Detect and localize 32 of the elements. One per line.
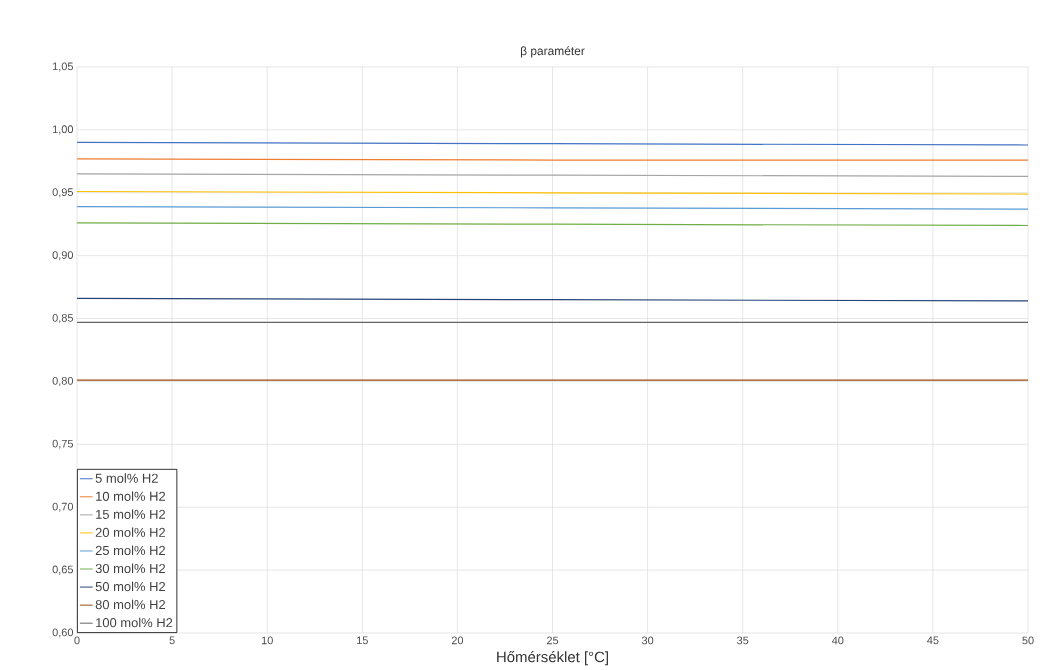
y-tick-label: 0,90 <box>52 251 74 261</box>
y-tick-label: 0,80 <box>52 376 74 386</box>
chart-title: β paraméter <box>520 46 585 58</box>
legend-label: 10 mol% H2 <box>96 491 165 501</box>
x-tick-label: 0 <box>74 636 80 645</box>
legend-label: 100 mol% H2 <box>96 617 173 628</box>
x-tick-label: 45 <box>927 636 939 645</box>
x-tick-label: 35 <box>737 636 749 645</box>
x-tick-label: 15 <box>357 636 368 645</box>
x-tick-label: 50 <box>1022 636 1034 645</box>
legend-label: 15 mol% H2 <box>96 509 165 519</box>
y-tick-label: 0,65 <box>52 565 74 575</box>
legend-label: 50 mol% H2 <box>95 581 165 592</box>
legend-label: 5 mol% H2 <box>95 473 158 483</box>
x-tick-label: 30 <box>641 636 654 645</box>
x-tick-label: 5 <box>169 636 175 645</box>
legend-label: 20 mol% H2 <box>95 527 165 537</box>
x-tick-label: 40 <box>831 636 844 645</box>
y-tick-label: 1,05 <box>52 62 74 72</box>
legend-label: 25 mol% H2 <box>95 545 165 556</box>
x-tick-label: 20 <box>451 636 464 645</box>
y-tick-label: 0,95 <box>52 188 74 198</box>
y-tick-label: 0,85 <box>52 314 74 324</box>
legend-label: 30 mol% H2 <box>95 563 165 574</box>
x-tick-label: 10 <box>261 636 273 645</box>
y-tick-label: 0,75 <box>52 439 74 449</box>
x-tick-label: 25 <box>546 636 559 645</box>
y-tick-label: 1,00 <box>52 125 74 135</box>
legend-label: 80 mol% H2 <box>95 599 165 610</box>
y-tick-label: 0,60 <box>52 628 74 638</box>
x-axis-title: Hőmérséklet [°C] <box>497 651 608 666</box>
y-tick-label: 0,70 <box>52 502 74 512</box>
